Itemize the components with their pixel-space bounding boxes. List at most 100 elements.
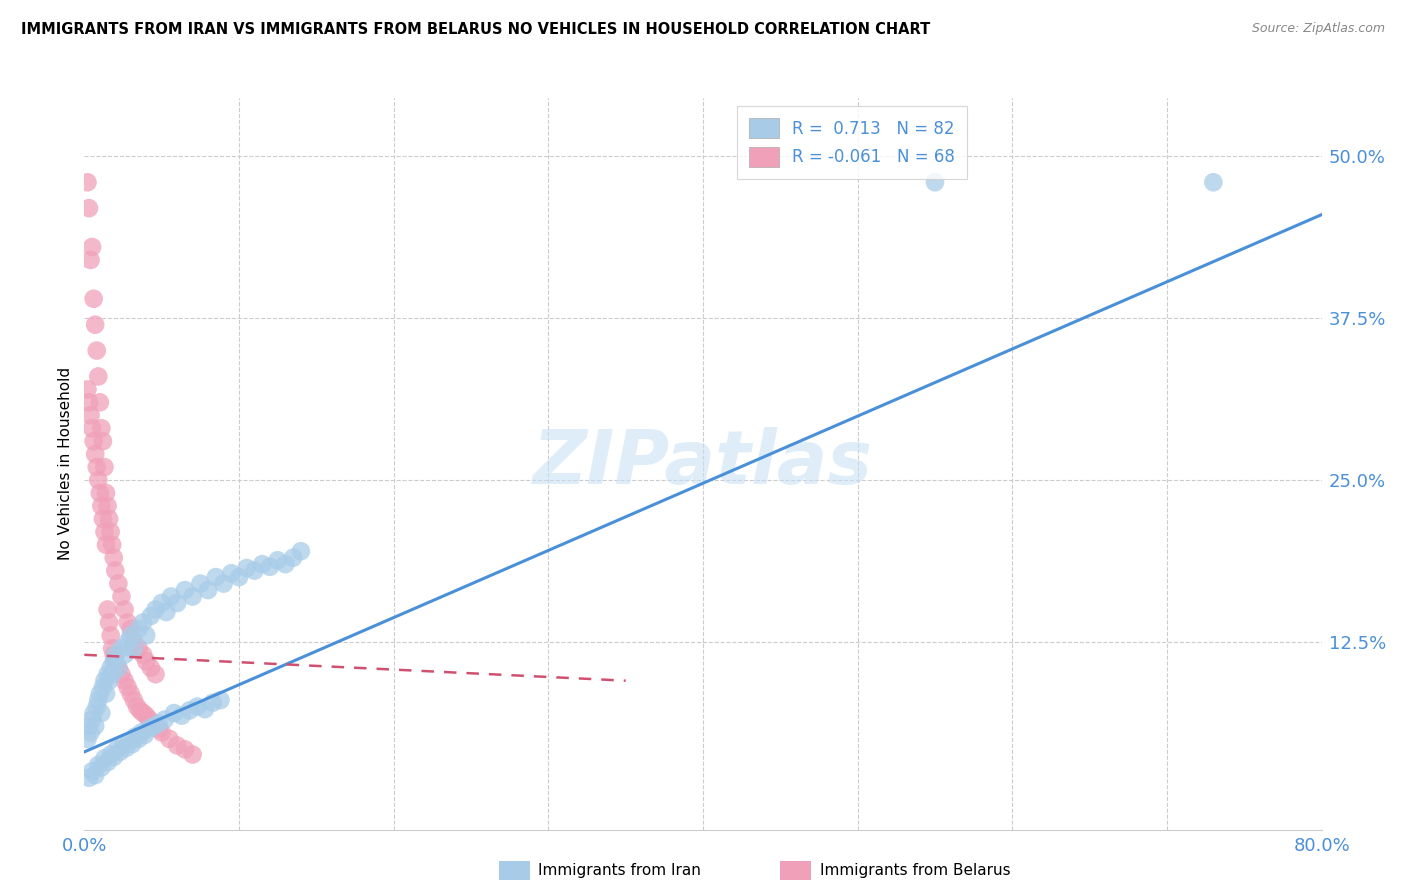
- Point: [110, 641, 132, 656]
- Point: [120, 622, 142, 636]
- Point: [82, 421, 104, 435]
- Point: [90, 421, 112, 435]
- Point: [117, 615, 139, 630]
- Point: [128, 641, 150, 656]
- Point: [131, 725, 153, 739]
- Point: [290, 544, 312, 558]
- Text: Source: ZipAtlas.com: Source: ZipAtlas.com: [1251, 22, 1385, 36]
- Point: [98, 673, 121, 688]
- Point: [143, 719, 166, 733]
- Point: [100, 628, 122, 642]
- Point: [93, 524, 115, 539]
- Point: [243, 564, 266, 578]
- Point: [228, 570, 250, 584]
- Point: [107, 661, 129, 675]
- Point: [82, 713, 104, 727]
- Point: [76, 383, 98, 397]
- Text: IMMIGRANTS FROM IRAN VS IMMIGRANTS FROM BELARUS NO VEHICLES IN HOUSEHOLD CORRELA: IMMIGRANTS FROM IRAN VS IMMIGRANTS FROM …: [21, 22, 931, 37]
- Point: [209, 693, 232, 707]
- Point: [77, 201, 100, 215]
- Point: [121, 737, 143, 751]
- Point: [114, 602, 136, 616]
- Point: [166, 739, 188, 753]
- Point: [212, 576, 235, 591]
- Point: [259, 559, 281, 574]
- Point: [84, 318, 107, 332]
- Point: [86, 343, 108, 358]
- Point: [94, 538, 117, 552]
- Point: [112, 739, 135, 753]
- Point: [117, 635, 139, 649]
- Point: [77, 395, 100, 409]
- Point: [150, 725, 173, 739]
- Point: [166, 596, 188, 610]
- Point: [104, 654, 127, 668]
- Point: [93, 751, 115, 765]
- Point: [132, 615, 155, 630]
- Point: [120, 628, 142, 642]
- Point: [114, 648, 136, 662]
- Point: [205, 570, 228, 584]
- Point: [128, 731, 150, 746]
- Point: [114, 673, 136, 688]
- Text: Immigrants from Belarus: Immigrants from Belarus: [820, 863, 1011, 878]
- Point: [105, 742, 128, 756]
- Point: [84, 768, 107, 782]
- Point: [163, 706, 186, 720]
- Point: [83, 706, 105, 720]
- Point: [129, 703, 152, 717]
- Point: [135, 628, 157, 642]
- Point: [159, 731, 181, 746]
- Point: [186, 699, 208, 714]
- Point: [97, 756, 120, 770]
- Point: [101, 538, 124, 552]
- Point: [125, 699, 148, 714]
- Point: [79, 252, 101, 267]
- Point: [108, 745, 131, 759]
- Point: [201, 696, 224, 710]
- Point: [77, 771, 100, 785]
- Point: [87, 473, 110, 487]
- Point: [87, 369, 110, 384]
- Point: [94, 486, 117, 500]
- Point: [103, 648, 125, 662]
- Point: [101, 667, 124, 681]
- Point: [145, 667, 167, 681]
- Point: [94, 687, 117, 701]
- Point: [98, 512, 121, 526]
- Point: [135, 654, 157, 668]
- Point: [91, 512, 114, 526]
- Text: Immigrants from Iran: Immigrants from Iran: [538, 863, 702, 878]
- Point: [174, 583, 197, 598]
- Point: [141, 716, 163, 731]
- Point: [197, 583, 219, 598]
- Point: [135, 708, 157, 723]
- Point: [87, 757, 110, 772]
- Point: [97, 499, 120, 513]
- Point: [79, 409, 101, 423]
- Point: [110, 590, 132, 604]
- Point: [90, 499, 112, 513]
- Point: [160, 590, 183, 604]
- Point: [110, 667, 132, 681]
- Point: [124, 730, 146, 744]
- Point: [139, 661, 162, 675]
- Point: [83, 434, 105, 449]
- Point: [107, 661, 129, 675]
- Point: [100, 524, 122, 539]
- Point: [100, 661, 122, 675]
- Point: [139, 609, 162, 624]
- Point: [1202, 175, 1225, 189]
- Point: [138, 722, 160, 736]
- Point: [79, 725, 101, 739]
- Point: [83, 292, 105, 306]
- Point: [252, 557, 274, 571]
- Point: [98, 615, 121, 630]
- Point: [274, 557, 297, 571]
- Point: [150, 596, 173, 610]
- Point: [97, 667, 120, 681]
- Point: [181, 590, 204, 604]
- Point: [93, 460, 115, 475]
- Point: [82, 764, 104, 779]
- Point: [122, 641, 145, 656]
